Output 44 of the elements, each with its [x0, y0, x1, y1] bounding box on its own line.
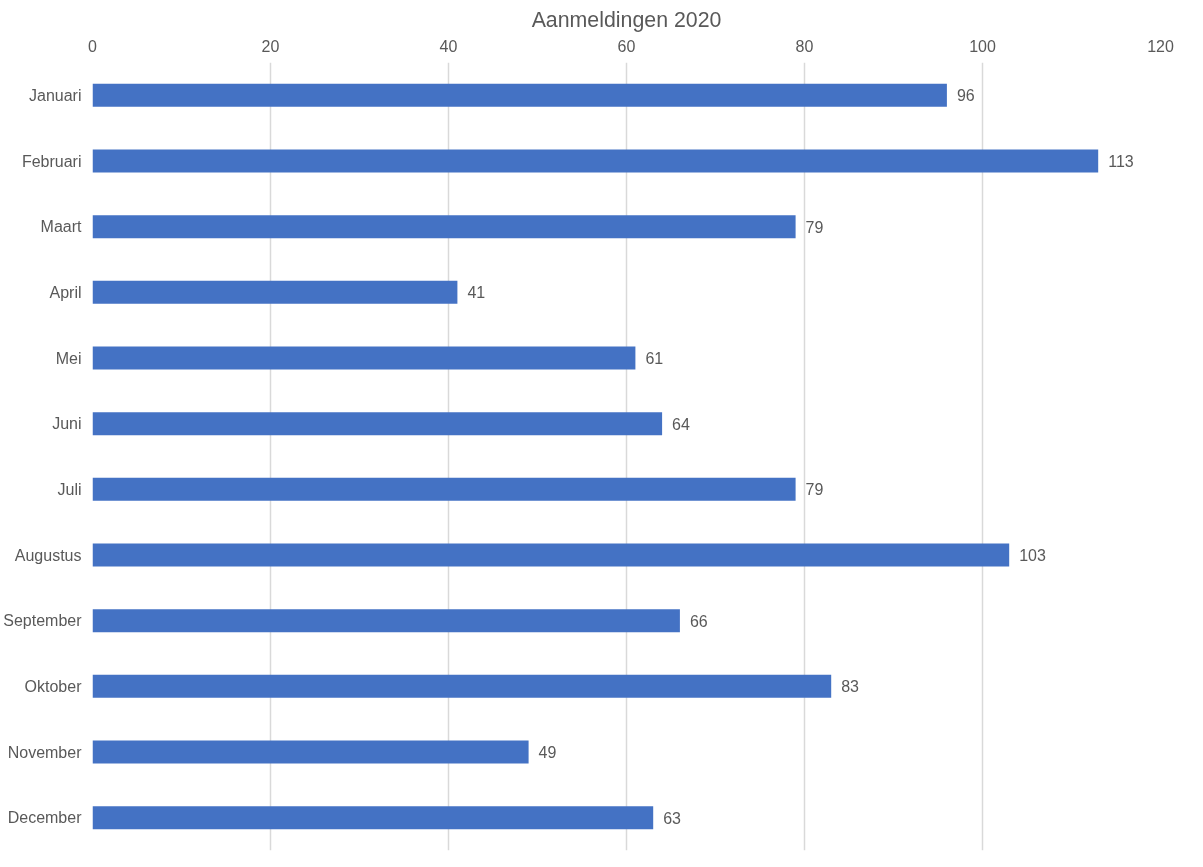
- data-label: 49: [538, 744, 557, 761]
- data-label: 66: [689, 612, 708, 630]
- x-tick-label: 0: [88, 37, 98, 55]
- data-label: 61: [645, 350, 664, 367]
- data-label: 63: [663, 809, 682, 827]
- data-label: 79: [805, 218, 824, 236]
- x-tick-label: 120: [1147, 37, 1174, 55]
- bar: [92, 740, 529, 764]
- x-tick-label: 80: [795, 37, 814, 55]
- bar: [92, 609, 680, 633]
- x-tick-label: 20: [261, 37, 280, 55]
- y-tick-label: Maart: [40, 218, 83, 236]
- x-tick-label: 100: [969, 37, 996, 55]
- bar: [92, 806, 654, 830]
- y-tick-label: Oktober: [24, 677, 83, 695]
- bar: [92, 346, 636, 370]
- data-label: 41: [467, 284, 486, 302]
- data-label: 79: [805, 481, 824, 499]
- y-tick-label: September: [3, 612, 83, 630]
- y-tick-label: Februari: [21, 152, 82, 170]
- y-tick-label: Juli: [57, 480, 82, 498]
- bar: [92, 280, 458, 304]
- y-tick-label: Augustus: [14, 546, 82, 564]
- y-tick-label: December: [7, 809, 83, 827]
- y-tick-label: Mei: [55, 349, 82, 367]
- chart-title: Aanmeldingen 2020: [531, 7, 722, 32]
- bar: [92, 83, 947, 107]
- bar: [92, 674, 832, 698]
- data-label: 113: [1108, 153, 1134, 170]
- bar: [92, 412, 663, 436]
- x-tick-label: 40: [439, 37, 458, 55]
- y-tick-label: April: [49, 283, 82, 301]
- data-label: 103: [1019, 547, 1046, 564]
- bar: [92, 215, 796, 239]
- data-label: 64: [672, 415, 690, 433]
- y-tick-label: Juni: [52, 415, 82, 433]
- x-tick-label: 60: [617, 37, 636, 55]
- bar: [92, 149, 1099, 173]
- bar: [92, 477, 796, 501]
- data-label: 83: [841, 678, 860, 696]
- y-tick-label: Januari: [29, 86, 82, 104]
- y-tick-label: November: [7, 743, 83, 761]
- data-label: 96: [956, 87, 975, 105]
- bar: [92, 543, 1010, 567]
